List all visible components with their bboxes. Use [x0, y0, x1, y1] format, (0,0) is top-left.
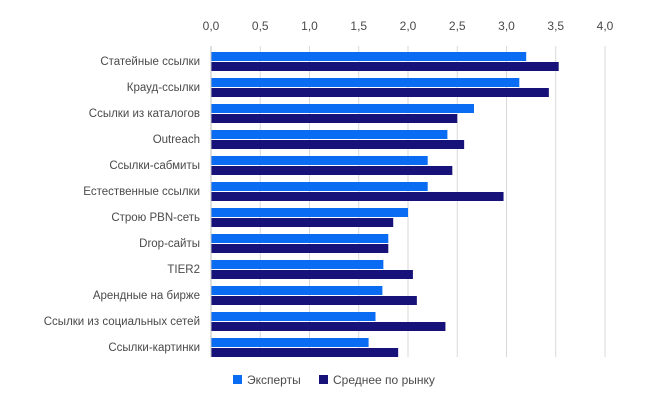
category-label: TIER2 [167, 264, 200, 276]
bar-market-average [211, 244, 389, 253]
bar-experts [211, 286, 383, 295]
category-label: Ссылки-сабмиты [109, 160, 200, 172]
bar-experts [211, 208, 408, 217]
bar-market-average [211, 270, 413, 279]
category-label: Drop-сайты [139, 238, 200, 250]
category-labels: Статейные ссылки Крауд-ссылки Ссылки из ка… [44, 56, 200, 354]
bar-market-average [211, 114, 458, 123]
bar-market-average [211, 62, 559, 71]
x-tick-label: 1,5 [350, 19, 367, 33]
legend-label: Среднее по рынку [333, 373, 435, 387]
bar-experts [211, 312, 376, 321]
category-label: Ссылки-картинки [108, 342, 200, 354]
bar-experts [211, 52, 527, 61]
bar-experts [211, 78, 520, 87]
legend: Эксперты Среднее по рынку [233, 373, 435, 387]
x-tick-label: 2,5 [449, 19, 466, 33]
bar-market-average [211, 88, 549, 97]
bar-experts [211, 104, 474, 113]
x-tick-label: 0,5 [252, 19, 269, 33]
category-label: Ссылки из социальных сетей [44, 316, 200, 328]
legend-label: Эксперты [247, 373, 301, 387]
bar-experts [211, 182, 428, 191]
bar-experts [211, 234, 389, 243]
category-label: Статейные ссылки [100, 56, 200, 68]
bar-experts [211, 156, 428, 165]
bar-market-average [211, 166, 453, 175]
x-tick-label: 1,0 [301, 19, 318, 33]
category-label: Крауд-ссылки [127, 82, 200, 94]
bar-market-average [211, 140, 465, 149]
x-axis-ticks: 0,0 0,5 1,0 1,5 2,0 2,5 3,0 3,5 4,0 [203, 19, 614, 33]
bar-market-average [211, 192, 504, 201]
bar-experts [211, 260, 384, 269]
category-label: Естественные ссылки [83, 186, 200, 198]
x-tick-label: 0,0 [203, 19, 220, 33]
bar-experts [211, 338, 369, 347]
x-tick-label: 2,0 [400, 19, 417, 33]
bar-experts [211, 130, 448, 139]
category-label: Outreach [153, 134, 200, 146]
legend-swatch [233, 375, 242, 384]
category-label: Строю PBN-сеть [111, 212, 200, 224]
category-label: Арендные на бирже [93, 290, 200, 302]
x-tick-label: 3,5 [547, 19, 564, 33]
gridlines [210, 46, 606, 357]
legend-swatch [319, 375, 328, 384]
bar-market-average [211, 296, 417, 305]
bar-market-average [211, 322, 446, 331]
x-tick-label: 4,0 [597, 19, 614, 33]
x-tick-label: 3,0 [498, 19, 515, 33]
category-label: Ссылки из каталогов [89, 108, 200, 120]
bar-market-average [211, 348, 399, 357]
bars [211, 52, 559, 357]
bar-market-average [211, 218, 394, 227]
